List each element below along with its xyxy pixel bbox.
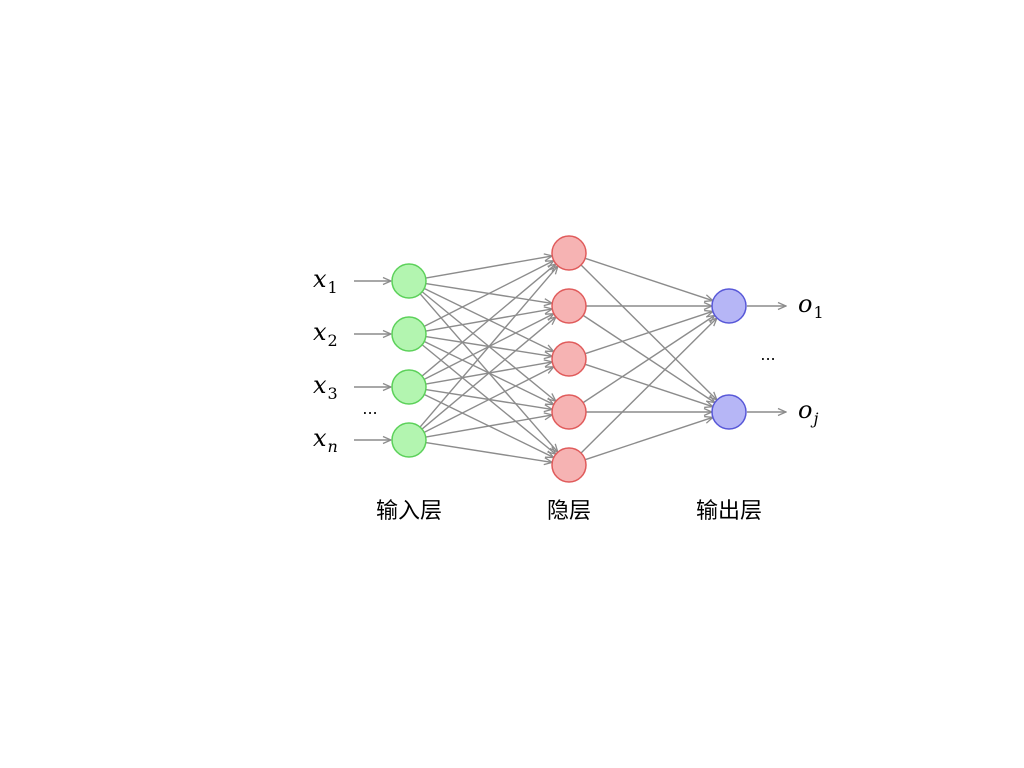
edge-hidden-5-output-1: [580, 318, 717, 454]
hidden-node-5: [551, 447, 587, 483]
edge-hidden-5-output-2: [584, 417, 713, 461]
edge-input-1-hidden-1: [425, 256, 553, 279]
input-ellipsis: ...: [362, 399, 377, 418]
edge-input-4-hidden-2: [421, 317, 556, 430]
input-label-3: x3: [313, 371, 338, 403]
output-layer-label: 输出层: [696, 499, 762, 524]
node-labels: x1 x2 x3 xn o1 oj: [313, 265, 824, 456]
input-label-2: x2: [313, 318, 338, 350]
edge-hidden-4-output-1: [582, 315, 715, 404]
edge-input-4-hidden-1: [419, 266, 558, 428]
input-node-2: [391, 316, 427, 352]
output-label-1: o1: [798, 290, 824, 322]
edge-hidden-3-output-1: [584, 311, 713, 355]
hidden-node-3: [551, 341, 587, 377]
input-label-1: x1: [313, 265, 338, 297]
hidden-node-1: [551, 235, 587, 271]
edge-hidden-1-output-1: [584, 257, 713, 300]
connection-edges: [354, 256, 786, 462]
input-layer-label: 输入层: [376, 499, 442, 524]
input-label-4: xn: [313, 424, 338, 456]
edge-input-4-hidden-4: [425, 415, 553, 438]
edge-input-3-hidden-1: [421, 264, 556, 377]
edge-input-4-hidden-5: [425, 441, 552, 463]
input-node-1: [391, 263, 427, 299]
output-label-2: oj: [798, 396, 818, 428]
output-node-2: [711, 394, 747, 430]
edge-input-4-hidden-3: [423, 367, 554, 433]
input-node-3: [391, 369, 427, 405]
network-nodes: [391, 235, 747, 483]
output-node-1: [711, 288, 747, 324]
output-ellipsis: ...: [760, 345, 775, 364]
hidden-layer-label: 隐层: [547, 499, 591, 524]
hidden-node-2: [551, 288, 587, 324]
input-node-4: [391, 422, 427, 458]
edge-input-2-hidden-1: [423, 261, 554, 327]
hidden-node-4: [551, 394, 587, 430]
